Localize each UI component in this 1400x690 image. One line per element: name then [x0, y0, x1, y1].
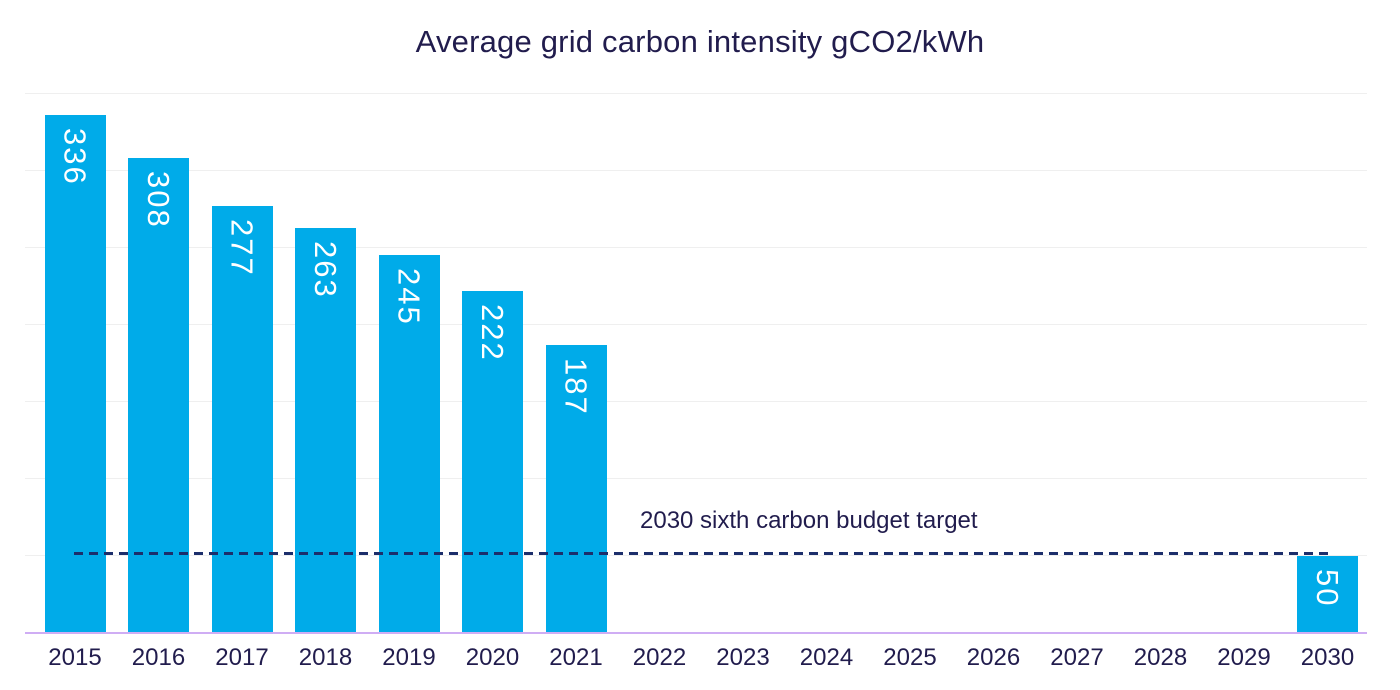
x-tick-label-2030: 2030 — [1300, 644, 1355, 671]
gridline — [25, 324, 1367, 326]
bar-value-label: 222 — [475, 303, 510, 362]
bar-2018: 263 — [295, 227, 356, 633]
bar-value-label: 245 — [391, 268, 427, 326]
gridline — [25, 401, 1367, 403]
x-tick-label-2018: 2018 — [298, 644, 353, 671]
bar-2015: 336 — [44, 114, 106, 633]
x-tick-label-2023: 2023 — [716, 644, 770, 671]
bar-value-label: 50 — [1310, 568, 1345, 608]
bar-value-label: 336 — [57, 127, 93, 186]
bar-2017: 277 — [211, 205, 273, 633]
x-tick-label-2029: 2029 — [1217, 644, 1271, 671]
x-tick-label-2021: 2021 — [549, 644, 603, 671]
bar-2030: 50 — [1297, 555, 1358, 633]
x-tick-label-2016: 2016 — [131, 644, 186, 671]
x-tick-label-2024: 2024 — [799, 644, 854, 671]
x-tick-label-2017: 2017 — [215, 644, 269, 671]
bar-value-label: 308 — [141, 171, 176, 229]
x-tick-label-2015: 2015 — [48, 644, 102, 671]
x-tick-label-2020: 2020 — [465, 644, 520, 671]
x-tick-label-2027: 2027 — [1050, 644, 1104, 671]
x-axis-line — [25, 632, 1367, 634]
x-tick-label-2019: 2019 — [382, 644, 436, 671]
bar-value-label: 277 — [224, 218, 260, 277]
gridline — [25, 555, 1367, 557]
chart-title: Average grid carbon intensity gCO2/kWh — [415, 24, 985, 59]
target-dashed-line — [74, 551, 1328, 555]
bar-2020: 222 — [462, 290, 523, 633]
x-tick-label-2022: 2022 — [632, 644, 687, 671]
bar-2016: 308 — [128, 158, 189, 633]
gridline — [25, 478, 1367, 480]
bar-value-label: 187 — [558, 357, 594, 416]
gridline — [25, 169, 1367, 171]
bar-value-label: 263 — [308, 240, 343, 299]
x-tick-label-2026: 2026 — [966, 644, 1021, 671]
bar-2019: 245 — [378, 255, 440, 633]
gridline — [25, 247, 1367, 249]
gridline — [25, 92, 1367, 94]
x-tick-label-2028: 2028 — [1133, 644, 1188, 671]
bar-2021: 187 — [545, 344, 607, 633]
x-tick-label-2025: 2025 — [883, 644, 937, 671]
target-line-label: 2030 sixth carbon budget target — [640, 507, 978, 534]
